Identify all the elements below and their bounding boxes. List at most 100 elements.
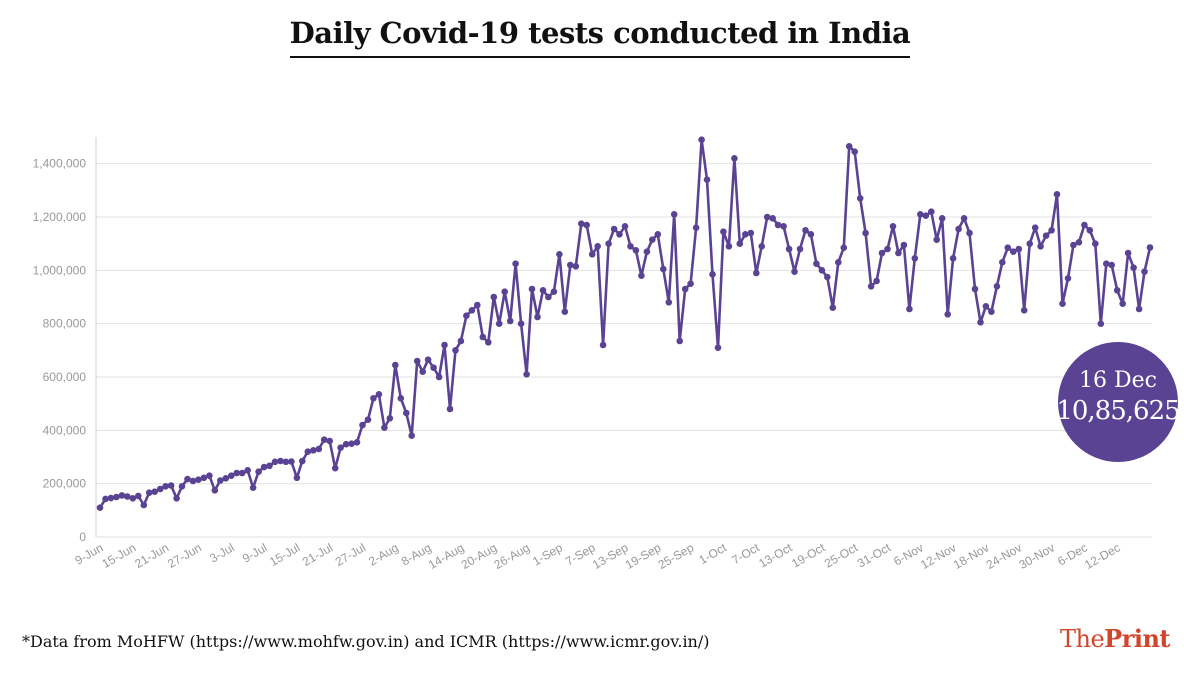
- data-point: [211, 487, 219, 494]
- data-points: [96, 136, 1154, 512]
- data-point: [884, 245, 891, 253]
- data-point: [397, 395, 405, 402]
- data-point: [403, 409, 410, 417]
- data-point: [638, 272, 645, 280]
- data-point: [244, 467, 251, 474]
- data-point: [758, 243, 765, 250]
- x-tick-label: 13-Oct: [756, 540, 795, 570]
- y-tick-label: 1,000,000: [33, 263, 87, 277]
- data-point: [178, 483, 186, 490]
- data-point: [791, 268, 798, 276]
- data-point: [949, 254, 957, 262]
- data-point: [353, 439, 361, 446]
- data-point: [1026, 240, 1033, 247]
- data-point: [457, 337, 465, 345]
- data-point: [539, 287, 547, 294]
- x-tick-label: 26-Aug: [492, 540, 533, 571]
- data-point: [1075, 239, 1083, 246]
- data-point: [785, 245, 793, 253]
- data-point: [960, 215, 968, 222]
- x-tick-label: 14-Aug: [426, 540, 467, 571]
- data-point: [1081, 221, 1088, 229]
- data-point: [413, 357, 421, 365]
- data-point: [938, 215, 946, 222]
- data-point: [189, 477, 197, 485]
- chart-title-text: Daily Covid-19 tests conducted in India: [289, 16, 911, 58]
- data-point: [452, 347, 459, 354]
- data-point: [867, 283, 875, 290]
- data-point: [873, 277, 880, 285]
- data-point: [162, 483, 169, 490]
- data-point: [102, 495, 109, 503]
- data-point: [419, 368, 427, 376]
- x-tick-label: 30-Nov: [1017, 540, 1058, 571]
- data-point: [999, 259, 1006, 266]
- x-tick-label: 3-Jul: [207, 540, 237, 565]
- data-point: [856, 195, 864, 202]
- data-point: [1053, 191, 1061, 198]
- data-point: [665, 299, 673, 306]
- data-point: [605, 240, 612, 247]
- data-point: [408, 432, 416, 440]
- data-point: [862, 229, 869, 237]
- data-point: [627, 243, 634, 250]
- x-tick-label: 9-Jul: [240, 540, 270, 565]
- data-point: [736, 240, 744, 247]
- x-tick-label: 21-Jun: [132, 540, 171, 570]
- data-point: [572, 263, 580, 270]
- x-tick-label: 15-Jun: [100, 540, 139, 570]
- data-point: [1119, 300, 1126, 308]
- x-tick-label: 25-Sep: [656, 540, 697, 572]
- data-point: [441, 341, 448, 349]
- data-point: [588, 251, 596, 258]
- data-point: [1097, 320, 1105, 328]
- x-tick-label: 18-Nov: [951, 540, 992, 571]
- data-point: [337, 444, 344, 452]
- data-point: [195, 476, 202, 484]
- data-point: [506, 317, 514, 325]
- data-point: [1015, 245, 1023, 253]
- data-point: [753, 269, 760, 277]
- data-point: [1103, 260, 1110, 268]
- data-point: [851, 148, 858, 155]
- data-point: [742, 231, 749, 238]
- data-point: [1108, 261, 1115, 269]
- data-point: [966, 229, 973, 237]
- data-point: [774, 221, 782, 229]
- callout-value: 10,85,625: [1056, 396, 1180, 426]
- data-point: [649, 236, 656, 243]
- data-point: [167, 482, 175, 489]
- data-point: [424, 356, 432, 364]
- data-point: [468, 307, 476, 314]
- data-point: [802, 227, 809, 234]
- data-point: [173, 495, 180, 502]
- x-tick-label: 13-Sep: [590, 540, 631, 572]
- data-point: [370, 395, 377, 402]
- data-point: [96, 504, 104, 512]
- data-point: [228, 472, 235, 480]
- x-tick-label: 24-Nov: [984, 540, 1025, 571]
- data-point: [145, 489, 153, 497]
- data-point: [670, 211, 678, 218]
- data-point: [878, 249, 886, 257]
- data-point: [720, 228, 727, 235]
- x-tick-label: 19-Oct: [789, 540, 828, 570]
- data-point: [1130, 264, 1137, 272]
- data-point: [222, 475, 230, 482]
- data-point: [474, 301, 481, 309]
- data-point: [911, 254, 919, 262]
- data-point: [763, 213, 771, 221]
- data-point: [375, 391, 383, 398]
- data-point: [326, 437, 334, 445]
- x-tick-label: 12-Dec: [1082, 540, 1123, 571]
- data-point: [824, 273, 831, 281]
- data-point: [818, 267, 826, 274]
- data-point: [490, 293, 498, 301]
- data-point: [977, 319, 984, 326]
- data-point: [599, 341, 607, 349]
- data-point: [643, 248, 651, 255]
- data-point: [206, 472, 213, 480]
- theprint-logo: ThePrint: [1060, 624, 1171, 653]
- x-tick-label: 20-Aug: [459, 540, 500, 571]
